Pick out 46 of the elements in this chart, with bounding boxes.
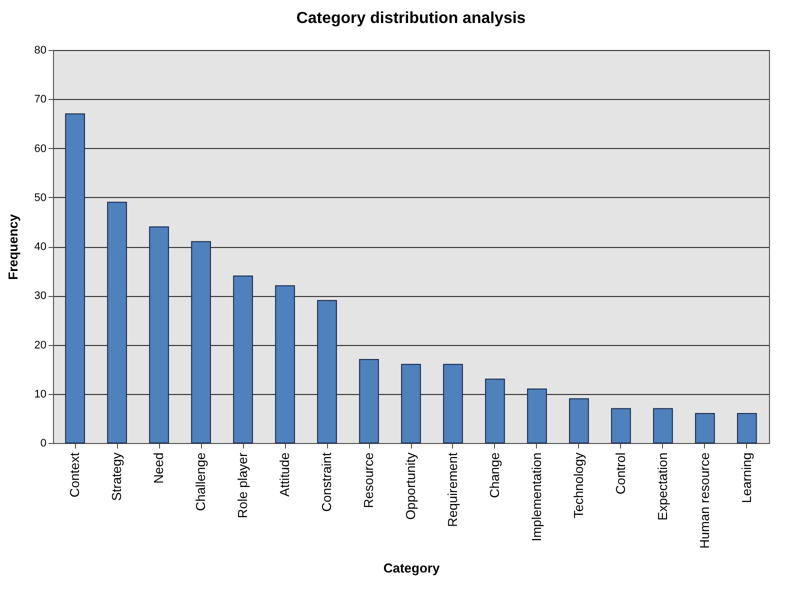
x-tick-label: Challenge [193, 452, 208, 512]
y-tick-label: 40 [34, 241, 46, 253]
x-tick-label: Context [67, 452, 82, 498]
x-tick-label: Learning [738, 452, 754, 504]
x-tick-label: Human resource [696, 452, 712, 549]
y-tick-label: 80 [34, 44, 46, 56]
y-tick-label: 50 [34, 192, 46, 204]
x-tick-label: Implementation [528, 452, 544, 542]
bar [737, 413, 757, 444]
chart-title: Category distribution analysis [296, 10, 526, 27]
x-tick-label: Attitude [277, 452, 292, 497]
x-tick-label: Expectation [654, 452, 670, 520]
y-tick-label: 10 [34, 388, 46, 400]
x-tick-label: Role player [235, 452, 250, 518]
y-tick-label: 20 [34, 339, 46, 352]
bar [401, 364, 421, 444]
bar [527, 388, 547, 444]
bar [275, 285, 295, 444]
bar [149, 226, 169, 444]
bar [695, 413, 715, 444]
bar [569, 398, 589, 444]
bar [653, 408, 673, 444]
bar [485, 378, 505, 444]
bar [611, 408, 631, 444]
y-tick-label: 70 [34, 94, 46, 106]
x-tick-label: Opportunity [403, 452, 418, 520]
bar [359, 358, 379, 444]
x-tick-label: Change [486, 452, 502, 498]
bar [317, 300, 337, 444]
bar [107, 202, 127, 444]
x-tick-label: Strategy [109, 452, 124, 501]
y-tick-label: 0 [40, 438, 46, 450]
bar [191, 241, 211, 444]
y-axis-title: Frequency [5, 213, 20, 280]
y-tick-label: 30 [34, 290, 46, 302]
x-tick-label: Requirement [444, 452, 460, 527]
x-tick-label: Need [151, 452, 166, 484]
x-tick-label: Constraint [319, 452, 334, 512]
x-axis-title: Category [383, 560, 440, 576]
y-tick-label: 60 [34, 142, 46, 155]
bar [233, 275, 253, 444]
x-tick-label: Resource [361, 452, 376, 508]
bar [443, 364, 463, 444]
x-tick-label: Control [612, 452, 628, 494]
bar [65, 113, 85, 444]
x-tick-label: Technology [570, 452, 586, 518]
